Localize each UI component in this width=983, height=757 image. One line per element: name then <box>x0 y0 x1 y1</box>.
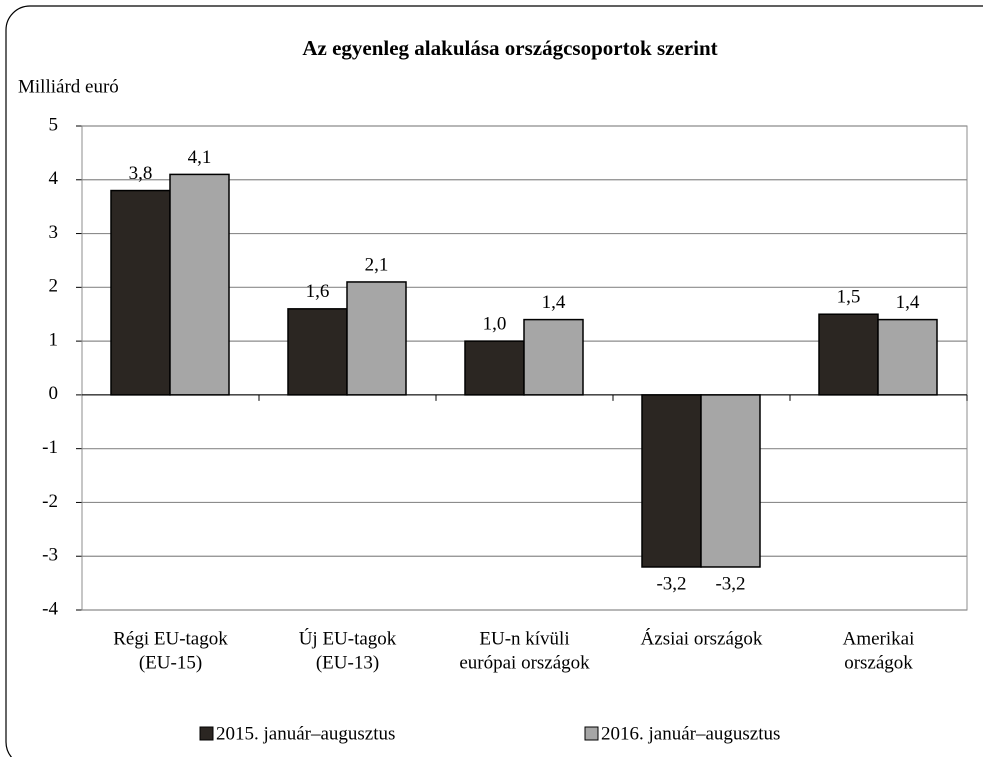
bar <box>523 318 584 396</box>
y-tick-label: 0 <box>49 383 59 404</box>
bar <box>818 313 879 396</box>
legend-label: 2015. január–augusztus <box>216 723 395 744</box>
y-tick-label: 3 <box>49 222 59 243</box>
y-tick-label: 5 <box>49 114 59 135</box>
value-label: 4,1 <box>188 147 212 168</box>
y-tick-label: -3 <box>42 545 58 566</box>
chart-title: Az egyenleg alakulása országcsoportok sz… <box>302 36 717 60</box>
bar <box>110 189 171 396</box>
bar <box>464 340 525 396</box>
y-tick-label: 1 <box>49 329 59 350</box>
x-tick-label: Régi EU-tagok <box>113 628 228 649</box>
x-tick-label: országok <box>844 652 913 673</box>
bar <box>700 394 761 568</box>
bar <box>877 318 938 396</box>
x-tick-label: Új EU-tagok <box>299 627 397 649</box>
y-tick-label: 2 <box>49 276 59 297</box>
bar <box>287 308 348 396</box>
x-tick-label: (EU-13) <box>316 652 379 673</box>
value-label: -3,2 <box>715 573 745 594</box>
bar <box>641 394 702 568</box>
x-tick-label: európai országok <box>459 652 590 673</box>
x-tick-label: (EU-15) <box>139 652 202 673</box>
y-tick-label: -2 <box>42 491 58 512</box>
value-label: -3,2 <box>656 573 686 594</box>
value-label: 1,5 <box>837 287 861 308</box>
value-label: 1,6 <box>306 281 330 302</box>
y-tick-label: 4 <box>49 168 59 189</box>
x-tick-label: Ázsiai országok <box>641 627 763 649</box>
value-label: 1,4 <box>542 292 566 313</box>
value-label: 1,4 <box>896 292 920 313</box>
value-label: 1,0 <box>483 313 507 334</box>
value-label: 3,8 <box>129 163 153 184</box>
bar <box>346 281 407 396</box>
y-tick-label: -1 <box>42 437 58 458</box>
legend-label: 2016. január–augusztus <box>601 723 780 744</box>
x-tick-label: Amerikai <box>843 628 915 649</box>
bar <box>169 173 230 396</box>
y-axis-label: Milliárd euró <box>18 76 119 97</box>
x-tick-label: EU-n kívüli <box>479 628 569 649</box>
legend-swatch <box>584 726 599 741</box>
y-tick-label: -4 <box>42 598 58 619</box>
frame <box>5 5 983 757</box>
legend-swatch <box>199 726 214 741</box>
plot-border <box>81 125 968 611</box>
value-label: 2,1 <box>365 254 389 275</box>
